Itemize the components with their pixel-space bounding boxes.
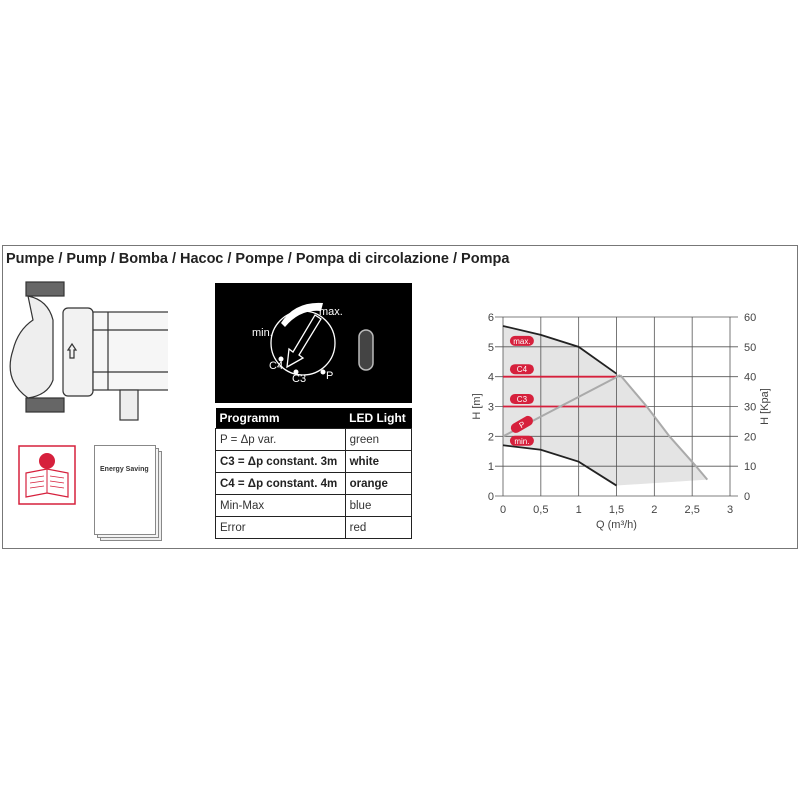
dial-label-min: min. xyxy=(252,327,273,339)
badge-label: min. xyxy=(514,437,529,446)
series-line-curve xyxy=(619,374,709,481)
x-tick-label: 1,5 xyxy=(609,504,624,516)
x-tick-label: 1 xyxy=(576,504,582,516)
col-programm: Programm xyxy=(215,408,346,429)
y2-axis-label: H [Kpa] xyxy=(759,388,771,425)
y-tick-label: 6 xyxy=(488,312,494,324)
y-axis-label: H [m] xyxy=(471,393,483,419)
badge-min: min. xyxy=(509,435,534,446)
y-tick-label: 3 xyxy=(488,402,494,414)
badge-label: P xyxy=(518,420,527,430)
y-tick-label: 4 xyxy=(488,372,494,384)
series-line-min xyxy=(502,444,617,487)
y-tick-label: 5 xyxy=(488,342,494,354)
table-row: C4 = Δp constant. 4m orange xyxy=(215,472,413,495)
badge-c4: C4 xyxy=(509,364,534,375)
badge-label: C4 xyxy=(517,365,528,374)
x-tick-label: 3 xyxy=(727,504,733,516)
booklet-title: Energy Saving xyxy=(100,466,149,473)
cell: white xyxy=(344,450,413,473)
table-row: Error red xyxy=(215,516,413,539)
x-axis-label: Q (m³/h) xyxy=(596,519,637,531)
y2-tick-label: 50 xyxy=(744,342,756,354)
col-led: LED Light xyxy=(345,408,412,429)
badge-bg xyxy=(509,364,534,375)
y2-tick-label: 30 xyxy=(744,402,756,414)
badge-c3: C3 xyxy=(509,394,534,405)
badge-bg xyxy=(509,394,534,405)
x-tick-label: 2,5 xyxy=(685,504,700,516)
y2-tick-label: 60 xyxy=(744,312,756,324)
table-row: Min-Max blue xyxy=(215,494,413,517)
dial-label-c3: C3 xyxy=(292,373,306,385)
page-title: Pumpe / Pump / Bomba / Насос / Pompe / P… xyxy=(6,251,510,267)
badge-label: C3 xyxy=(517,395,528,404)
cell: red xyxy=(344,516,413,539)
x-tick-label: 0 xyxy=(500,504,506,516)
badge-bg xyxy=(509,335,534,346)
y2-tick-label: 40 xyxy=(744,372,756,384)
badge-bg xyxy=(510,415,533,433)
x-tick-label: 0,5 xyxy=(533,504,548,516)
pump-illustration xyxy=(9,281,168,421)
cell: orange xyxy=(344,472,413,495)
y2-tick-label: 0 xyxy=(744,491,750,503)
badge-bg xyxy=(509,435,534,446)
led-table: Programm LED Light P = Δp var. green C3 = … xyxy=(215,408,413,539)
cell: green xyxy=(344,428,413,451)
badge-label: max. xyxy=(513,337,530,346)
x-tick-label: 2 xyxy=(651,504,657,516)
dial-label-c4: C4 xyxy=(269,360,283,372)
y-tick-label: 2 xyxy=(488,431,494,443)
product-panel xyxy=(2,245,798,549)
dial-label-p: P xyxy=(326,370,333,382)
series-line-max xyxy=(502,325,618,375)
y2-tick-label: 20 xyxy=(744,431,756,443)
badge-p: P xyxy=(510,415,533,433)
y2-tick-label: 10 xyxy=(744,461,756,473)
cell: Min-Max xyxy=(215,494,346,517)
y-tick-label: 1 xyxy=(488,461,494,473)
badge-max: max. xyxy=(509,335,534,346)
dial-label-max: max. xyxy=(319,306,343,318)
control-panel: min. max. C4 C3 P xyxy=(215,283,412,403)
table-row: P = Δp var. green xyxy=(215,428,413,451)
y-tick-label: 0 xyxy=(488,491,494,503)
cell: C4 = Δp constant. 4m xyxy=(215,472,346,495)
booklet: Energy Saving xyxy=(94,445,162,541)
read-manual-icon xyxy=(18,445,76,505)
